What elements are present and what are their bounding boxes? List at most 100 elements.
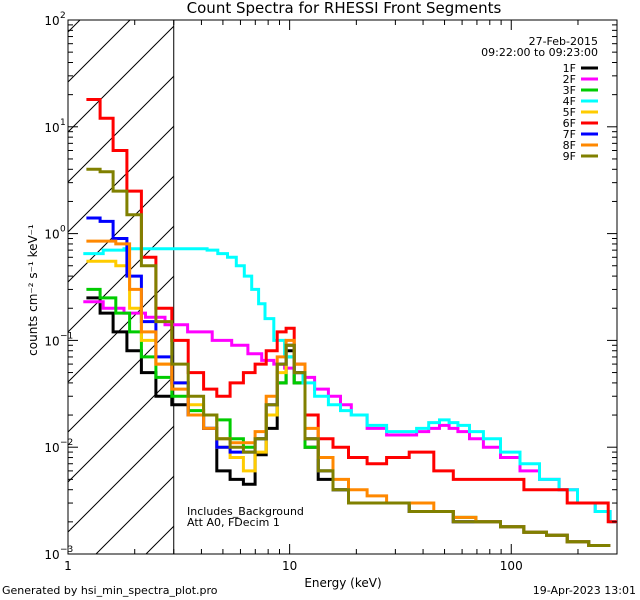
legend-entry-1F: 1F bbox=[563, 62, 598, 75]
data-point-2F bbox=[510, 456, 512, 459]
data-point-8F bbox=[271, 395, 273, 397]
data-point-9F bbox=[163, 321, 165, 323]
data-point-6F bbox=[340, 446, 342, 448]
data-point-2F bbox=[528, 470, 530, 472]
data-point-7F bbox=[106, 220, 108, 222]
data-point-6F bbox=[222, 395, 224, 397]
data-point-2F bbox=[306, 376, 308, 378]
legend-label: 9F bbox=[563, 150, 576, 163]
data-point-8F bbox=[260, 431, 262, 433]
data-point-6F bbox=[134, 190, 136, 192]
data-point-2F bbox=[112, 307, 114, 309]
data-point-4F bbox=[188, 248, 190, 250]
data-point-9F bbox=[260, 438, 262, 440]
data-point-8F bbox=[340, 478, 342, 480]
chart-title: Count Spectra for RHESSI Front Segments bbox=[187, 0, 502, 17]
data-point-9F bbox=[236, 446, 238, 448]
data-point-4F bbox=[422, 427, 424, 429]
legend-label: 8F bbox=[563, 139, 576, 152]
data-point-4F bbox=[200, 248, 202, 250]
data-point-4F bbox=[222, 253, 224, 255]
data-point-7F bbox=[179, 382, 181, 384]
data-point-8F bbox=[282, 356, 284, 358]
y-tick-label: 10 −1 bbox=[44, 331, 73, 348]
y-tick-label: 10 0 bbox=[44, 225, 66, 242]
data-point-1F bbox=[289, 350, 291, 352]
data-point-2F bbox=[433, 427, 435, 429]
data-point-7F bbox=[134, 275, 136, 277]
data-point-6F bbox=[163, 307, 165, 309]
data-point-4F bbox=[112, 249, 114, 251]
data-point-9F bbox=[195, 395, 198, 397]
data-point-4F bbox=[289, 356, 291, 358]
data-point-8F bbox=[289, 339, 291, 341]
data-point-8F bbox=[324, 456, 326, 459]
data-point-1F bbox=[147, 372, 149, 374]
data-point-2F bbox=[267, 359, 269, 361]
data-point-6F bbox=[555, 489, 558, 491]
data-point-6F bbox=[249, 372, 251, 374]
y-tick-exponent: 2 bbox=[60, 11, 66, 21]
legend-label: 4F bbox=[563, 95, 576, 108]
data-point-4F bbox=[528, 463, 530, 465]
data-point-2F bbox=[200, 331, 202, 333]
legend-entry-4F: 4F bbox=[563, 95, 598, 108]
data-point-8F bbox=[461, 516, 463, 519]
data-point-4F bbox=[510, 451, 512, 453]
data-point-9F bbox=[598, 544, 601, 547]
data-point-6F bbox=[510, 478, 512, 480]
legend-label: 3F bbox=[563, 84, 576, 97]
data-point-6F bbox=[271, 350, 273, 352]
data-point-4F bbox=[433, 422, 435, 424]
data-point-3F bbox=[163, 376, 165, 378]
data-point-8F bbox=[163, 363, 165, 365]
data-point-1F bbox=[92, 297, 94, 299]
legend-entry-3F: 3F bbox=[563, 84, 598, 97]
y-tick-label: 10 2 bbox=[44, 11, 65, 28]
data-point-2F bbox=[239, 344, 242, 346]
data-point-6F bbox=[210, 388, 212, 390]
data-point-6F bbox=[422, 451, 424, 453]
y-tick-base: 10 bbox=[44, 334, 59, 348]
data-point-9F bbox=[324, 470, 326, 472]
data-point-5F bbox=[124, 265, 126, 267]
legend-entry-8F: 8F bbox=[563, 139, 598, 152]
data-point-9F bbox=[489, 521, 491, 523]
data-point-1F bbox=[271, 427, 273, 429]
data-point-9F bbox=[147, 265, 149, 267]
legend-label: 1F bbox=[563, 62, 576, 75]
data-point-1F bbox=[163, 395, 165, 397]
legend-time-range: 09:22:00 to 09:23:00 bbox=[481, 46, 598, 59]
data-point-9F bbox=[179, 363, 181, 365]
data-point-4F bbox=[377, 424, 379, 426]
data-point-8F bbox=[124, 243, 126, 245]
generated-by-text: Generated by hsi_min_spectra_plot.pro bbox=[2, 584, 218, 597]
data-point-6F bbox=[147, 256, 149, 258]
x-axis-label: Energy (keV) bbox=[304, 576, 381, 590]
data-point-9F bbox=[118, 190, 120, 192]
data-point-3F bbox=[147, 356, 149, 358]
data-point-5F bbox=[106, 260, 108, 262]
y-tick-base: 10 bbox=[44, 121, 59, 135]
data-point-7F bbox=[163, 356, 165, 358]
data-point-6F bbox=[535, 489, 538, 491]
legend-label: 7F bbox=[563, 128, 576, 141]
data-point-4F bbox=[321, 395, 323, 397]
data-point-1F bbox=[106, 312, 108, 314]
data-point-2F bbox=[453, 427, 455, 429]
data-point-2F bbox=[222, 339, 224, 341]
y-tick-base: 10 bbox=[44, 14, 59, 28]
data-point-8F bbox=[236, 442, 238, 444]
data-point-3F bbox=[222, 419, 224, 421]
data-point-4F bbox=[602, 510, 604, 513]
y-tick-exponent: −1 bbox=[60, 331, 73, 341]
data-point-8F bbox=[134, 288, 136, 290]
data-point-5F bbox=[282, 372, 284, 374]
series-9F bbox=[86, 167, 611, 547]
data-point-9F bbox=[340, 489, 342, 491]
data-point-9F bbox=[282, 363, 284, 365]
data-point-4F bbox=[231, 256, 233, 258]
data-point-5F bbox=[92, 260, 94, 262]
